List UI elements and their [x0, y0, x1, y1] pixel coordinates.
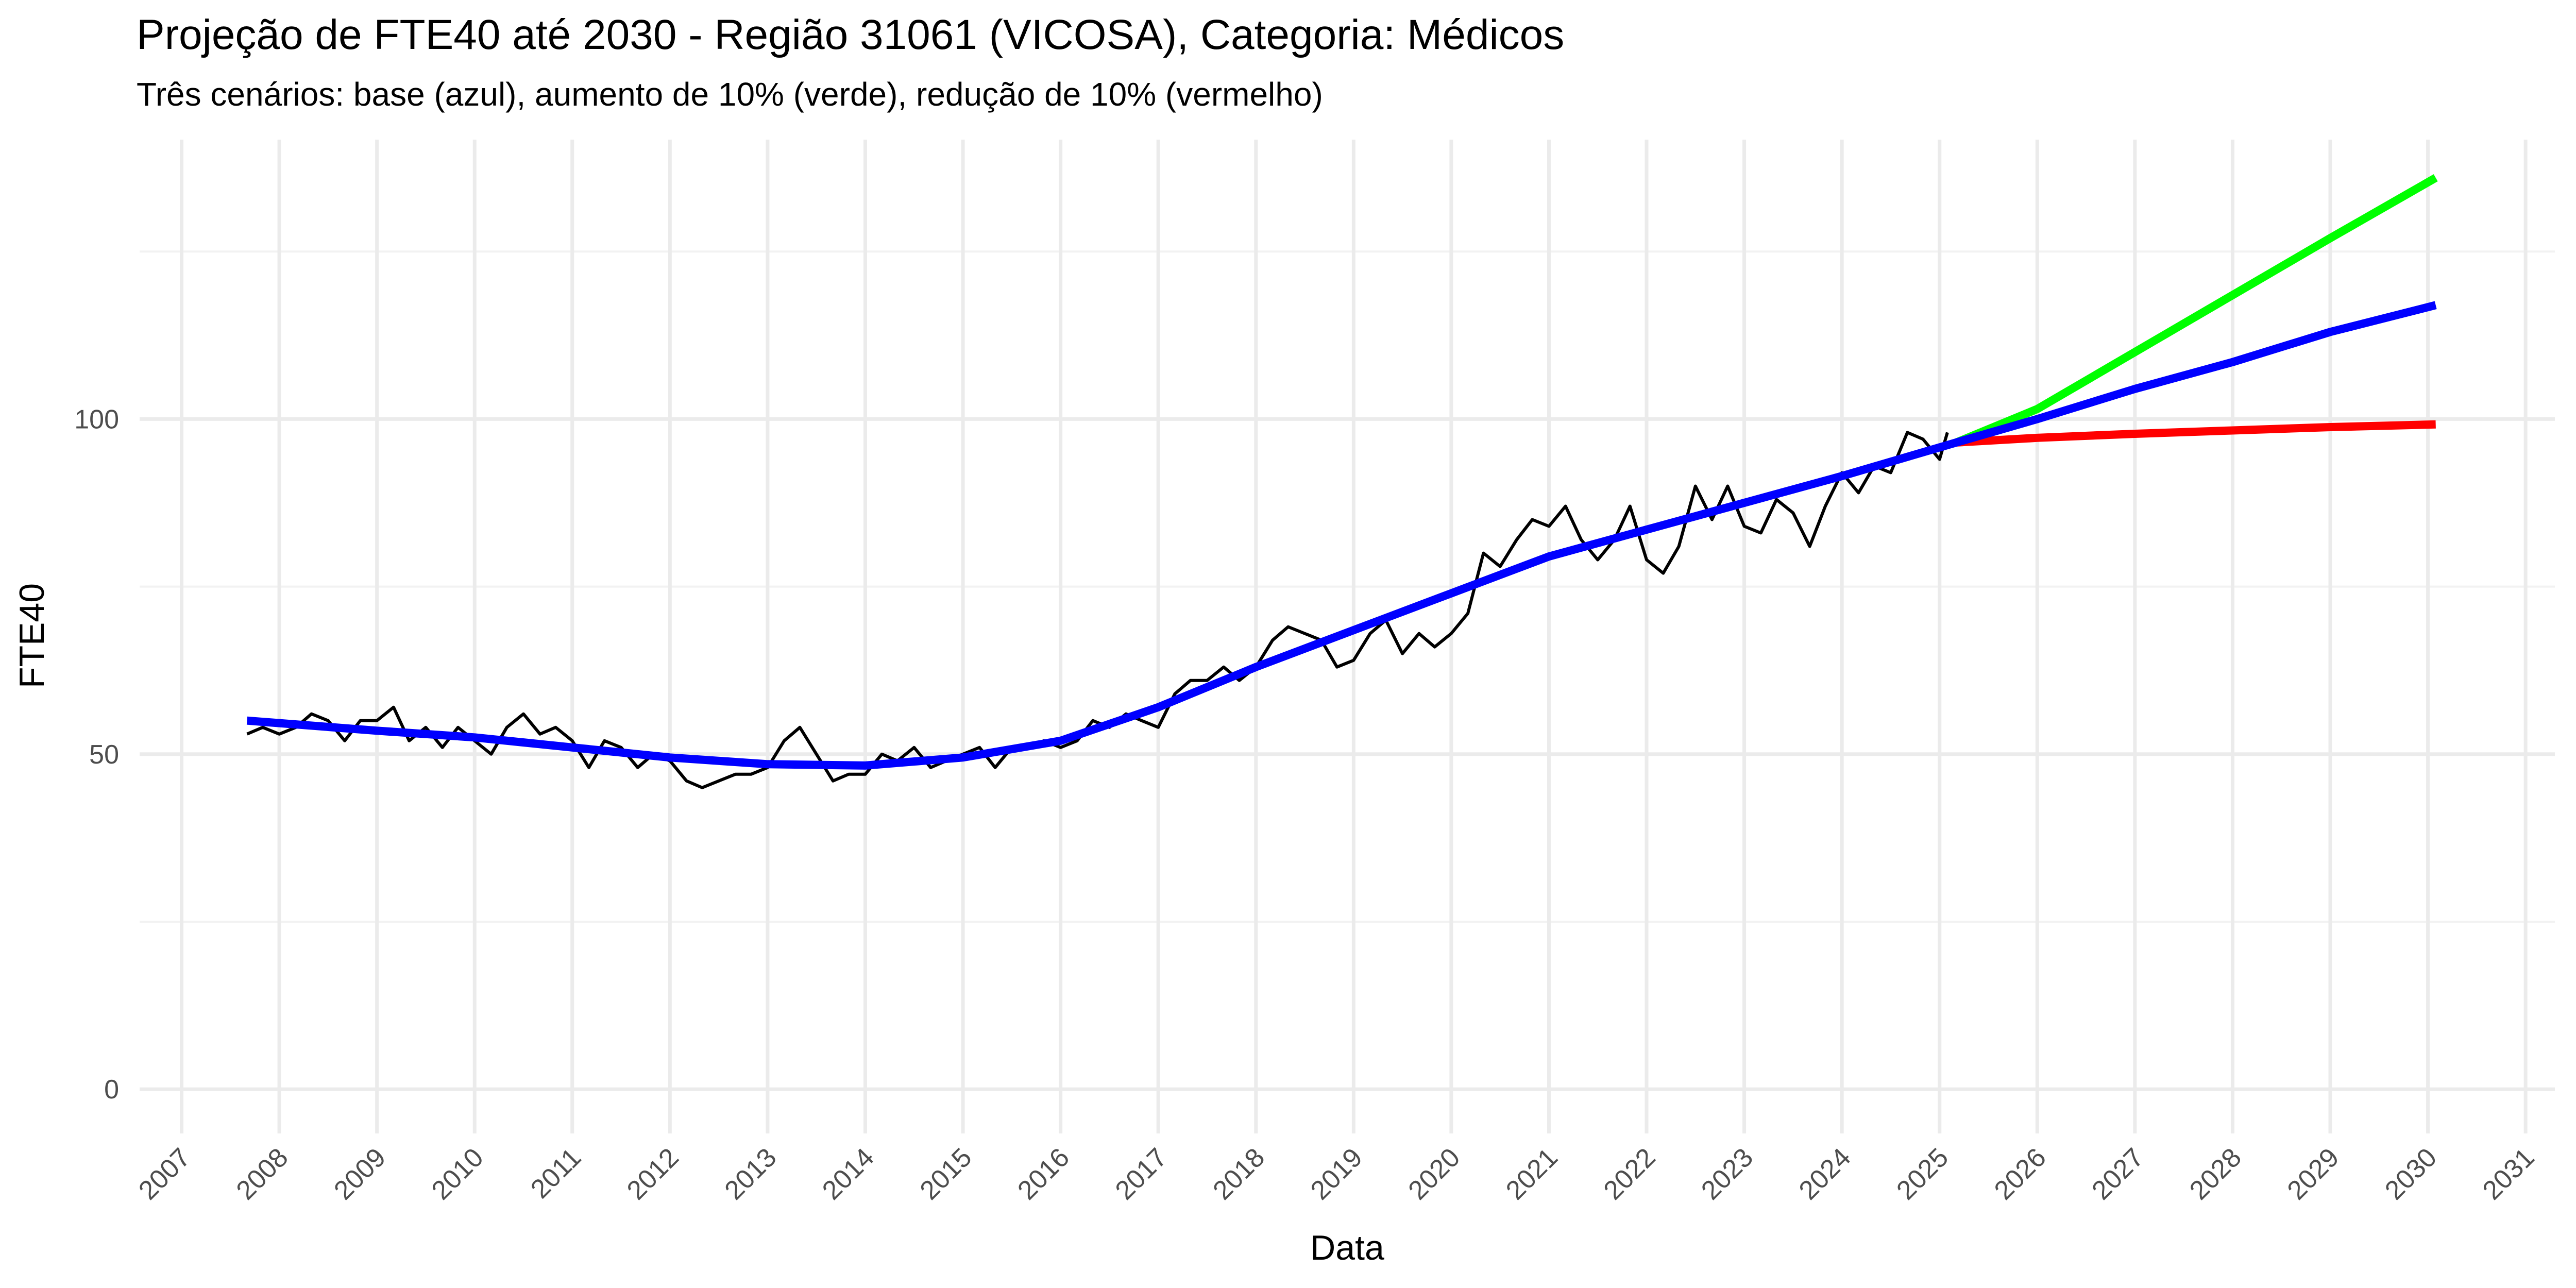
x-tick-label: 2011 — [525, 1142, 587, 1204]
x-tick-label: 2016 — [1012, 1142, 1075, 1206]
x-tick-label: 2030 — [2379, 1142, 2443, 1206]
y-tick-label: 100 — [74, 404, 119, 434]
x-tick-label: 2029 — [2282, 1142, 2345, 1206]
x-axis-label: Data — [1310, 1228, 1384, 1267]
y-tick-label: 0 — [104, 1075, 119, 1105]
x-tick-label: 2028 — [2184, 1142, 2247, 1206]
series-line — [246, 301, 2437, 770]
series-line — [246, 431, 1949, 789]
x-tick-label: 2009 — [328, 1142, 392, 1206]
x-tick-label: 2014 — [817, 1142, 880, 1206]
x-tick-label: 2020 — [1403, 1142, 1466, 1206]
y-axis-label: FTE40 — [12, 583, 52, 688]
x-tick-label: 2010 — [426, 1142, 489, 1206]
series-line — [1954, 174, 2438, 447]
x-tick-label: 2021 — [1500, 1142, 1564, 1206]
x-tick-label: 2026 — [1989, 1142, 2052, 1206]
x-tick-label: 2015 — [914, 1142, 978, 1206]
x-tick-label: 2023 — [1696, 1142, 1759, 1206]
x-tick-label: 2031 — [2477, 1142, 2540, 1206]
x-tick-label: 2013 — [719, 1142, 783, 1206]
y-tick-label: 50 — [89, 740, 119, 770]
x-tick-label: 2018 — [1207, 1142, 1270, 1206]
x-tick-label: 2025 — [1891, 1142, 1954, 1206]
x-tick-label: 2022 — [1598, 1142, 1662, 1206]
chart-title: Projeção de FTE40 até 2030 - Região 3106… — [137, 11, 1564, 58]
x-tick-label: 2024 — [1793, 1142, 1857, 1206]
chart-subtitle: Três cenários: base (azul), aumento de 1… — [137, 76, 1323, 113]
x-tick-label: 2017 — [1110, 1142, 1173, 1206]
x-tick-label: 2027 — [2087, 1142, 2150, 1206]
x-tick-label: 2012 — [621, 1142, 685, 1206]
x-tick-label: 2008 — [231, 1142, 294, 1206]
x-tick-label: 2019 — [1305, 1142, 1368, 1206]
series-line — [1956, 420, 2436, 447]
x-tick-label: 2007 — [133, 1142, 196, 1206]
